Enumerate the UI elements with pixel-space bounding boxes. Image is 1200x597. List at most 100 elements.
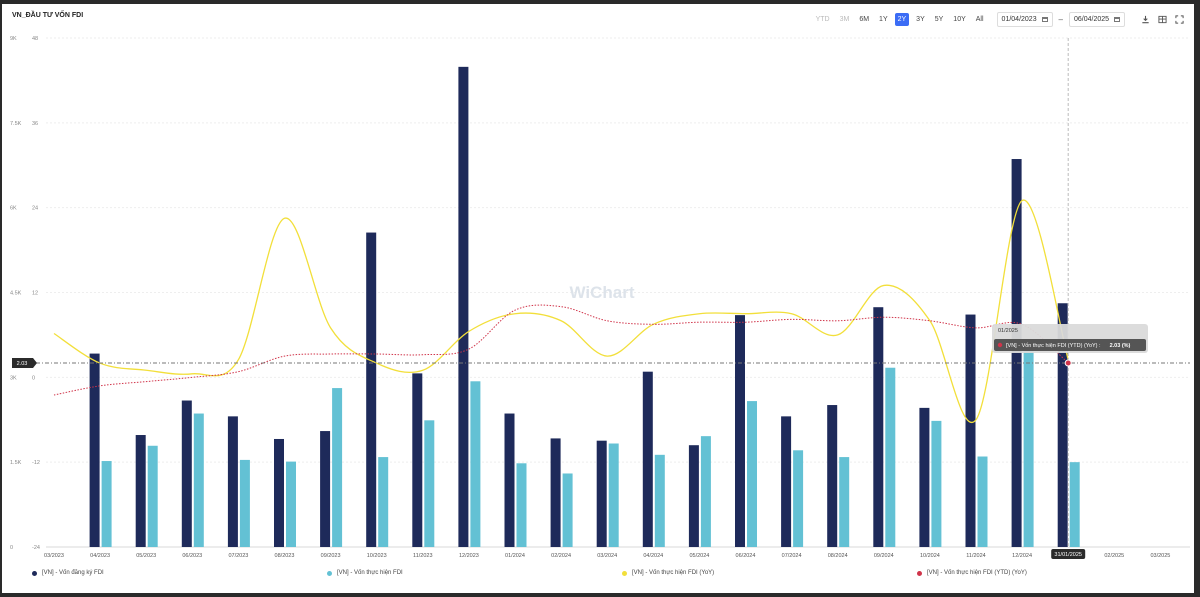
legend-label: [VN] - Vốn đăng ký FDI [42, 570, 104, 576]
range-button-10y[interactable]: 10Y [953, 16, 966, 23]
legend-item[interactable]: [VN] - Vốn đăng ký FDI [32, 570, 104, 576]
legend-item[interactable]: [VN] - Vốn thực hiện FDI (YTD) (YoY) [917, 570, 1027, 576]
x-tick-label: 08/2024 [828, 553, 848, 559]
x-tick-label: 05/2023 [136, 553, 156, 559]
x-tick-label: 07/2023 [228, 553, 248, 559]
chart-area[interactable]: 0 -24 1.5K -12 3K 0 4.5K 12 6K 24 7.5K 36 9K 48 03/202… [2, 4, 1194, 570]
bars [89, 66, 1080, 548]
crosshair-y-label: 2.03 [17, 361, 28, 367]
range-button-3m[interactable]: 3M [839, 16, 850, 23]
left-tick-label: 3K [10, 375, 17, 381]
bar [366, 232, 377, 547]
legend-label: [VN] - Vốn thực hiện FDI [337, 570, 403, 576]
bar [135, 435, 146, 547]
bar [562, 473, 573, 547]
bar [608, 443, 619, 547]
x-tick-label: 11/2024 [966, 553, 985, 559]
range-button-2y[interactable]: 2Y [894, 13, 910, 26]
bar [977, 456, 988, 547]
legend-item[interactable]: [VN] - Vốn thực hiện FDI (YoY) [622, 570, 714, 576]
right-tick-label: 0 [32, 375, 35, 381]
range-button-3y[interactable]: 3Y [916, 16, 925, 23]
bar [181, 400, 192, 547]
x-tick-label: 11/2023 [413, 553, 432, 559]
right-tick-label: -24 [32, 545, 40, 551]
x-tick-label: 06/2024 [736, 553, 756, 559]
x-tick-label: 10/2023 [367, 553, 387, 559]
legend-label: [VN] - Vốn thực hiện FDI (YTD) (YoY) [927, 570, 1027, 576]
crosshair-point [1064, 359, 1072, 367]
bar [101, 461, 112, 547]
x-tick-label: 03/2023 [44, 553, 64, 559]
range-button-5y[interactable]: 5Y [934, 16, 944, 23]
x-tick-label: 02/2024 [551, 553, 571, 559]
x-tick-label: 12/2023 [459, 553, 479, 559]
bar [735, 315, 745, 547]
watermark-text: WiChart [569, 283, 634, 302]
bar [596, 440, 607, 547]
date-to-value: 06/04/2025 [1074, 16, 1110, 23]
range-button-1y[interactable]: 1Y [879, 16, 888, 23]
bar [1069, 462, 1080, 547]
date-from-value: 01/04/2023 [1001, 16, 1037, 23]
bar [642, 371, 653, 547]
x-tick-label: 07/2024 [782, 553, 802, 559]
x-tick-label: 04/2023 [90, 553, 110, 559]
legend-item[interactable]: [VN] - Vốn thực hiện FDI [327, 570, 403, 576]
bar [424, 420, 435, 547]
right-tick-label: 48 [32, 36, 38, 42]
legend-dot [32, 570, 37, 576]
calendar-icon [1114, 17, 1120, 22]
bar [873, 307, 884, 547]
x-tick-label: 04/2024 [643, 553, 663, 559]
bar [1057, 303, 1068, 547]
left-tick-label: 9K [10, 36, 17, 42]
bar [747, 401, 757, 547]
fullscreen-icon[interactable] [1175, 15, 1184, 24]
download-icon[interactable] [1141, 15, 1150, 24]
date-from-input[interactable]: 01/04/2023 [996, 12, 1053, 27]
bar [504, 413, 515, 547]
left-tick-label: 7.5K [10, 121, 22, 127]
date-separator: – [1058, 15, 1063, 24]
legend-dot [327, 570, 332, 576]
right-tick-label: 12 [32, 291, 38, 297]
bar [931, 420, 942, 547]
x-tick-label: 09/2023 [321, 553, 341, 559]
bar [286, 461, 296, 547]
tooltip-row-bg [994, 339, 1146, 351]
bar [700, 436, 711, 547]
bar [320, 431, 331, 547]
range-button-all[interactable]: All [975, 16, 984, 23]
bar [839, 457, 850, 547]
bar [516, 463, 527, 547]
bar [827, 405, 838, 547]
bar [227, 416, 238, 547]
bar [378, 457, 389, 547]
x-tick-label: 10/2024 [920, 553, 940, 559]
table-icon[interactable] [1158, 15, 1167, 24]
bar [239, 459, 250, 547]
bar [793, 450, 804, 547]
x-tick-label: 02/2025 [1104, 553, 1124, 559]
tooltip-value: 2.03 (%) [1110, 343, 1131, 349]
bar [550, 438, 561, 547]
bar [274, 438, 284, 547]
x-tick-label: 09/2024 [874, 553, 894, 559]
legend-dot [917, 570, 922, 576]
right-tick-label: -12 [32, 460, 40, 466]
x-tick-label: 03/2025 [1150, 553, 1170, 559]
date-to-input[interactable]: 06/04/2025 [1069, 12, 1125, 27]
tooltip-series-dot [997, 342, 1003, 348]
tooltip-date: 01/2025 [998, 328, 1018, 334]
right-tick-label: 36 [32, 121, 38, 127]
range-button-6m[interactable]: 6M [859, 16, 870, 23]
range-button-ytd[interactable]: YTD [815, 16, 830, 23]
x-tick-label: 06/2023 [182, 553, 202, 559]
tooltip-series-label: [VN] - Vốn thực hiện FDI (YTD) (YoY) : [1006, 343, 1101, 349]
chart-title: VN_ĐẦU TƯ VỐN FDI [12, 12, 84, 19]
bar [1023, 347, 1034, 547]
x-tick-label: 08/2023 [275, 553, 295, 559]
x-tick-label: 05/2024 [689, 553, 709, 559]
toolbar: YTD 3M 6M 1Y 2Y 3Y 5Y 10Y All 01/04/2023… [813, 12, 1184, 27]
